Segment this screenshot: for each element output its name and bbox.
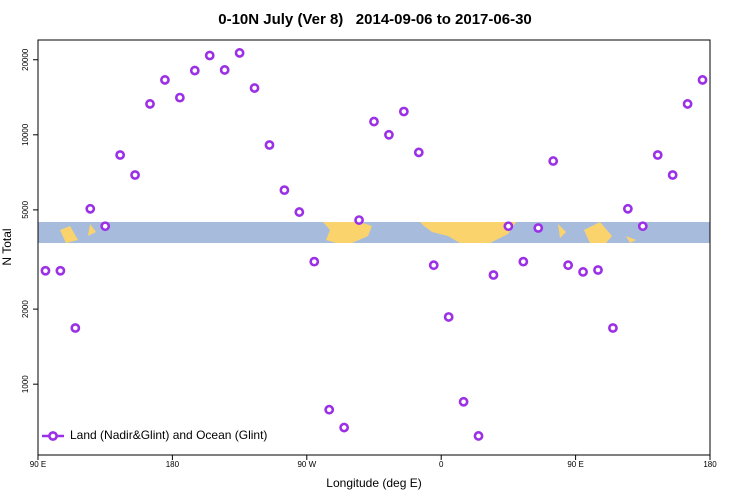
data-point xyxy=(324,404,335,415)
data-point xyxy=(697,75,708,85)
y-tick-label: 10000 xyxy=(21,123,30,146)
data-point xyxy=(608,323,618,333)
data-point xyxy=(593,265,603,275)
data-point xyxy=(189,65,200,76)
data-point xyxy=(145,99,155,109)
x-tick-label: 180 xyxy=(166,460,180,469)
data-point xyxy=(563,260,574,271)
x-tick-label: 90 W xyxy=(297,460,316,469)
data-point xyxy=(503,221,514,232)
x-tick-label: 90 E xyxy=(567,460,583,469)
data-point xyxy=(578,267,588,277)
plot-area xyxy=(38,40,710,455)
data-point xyxy=(40,265,51,276)
x-axis-label: Longitude (deg E) xyxy=(326,476,421,490)
data-point xyxy=(488,270,499,280)
data-point xyxy=(637,221,648,232)
data-point xyxy=(294,207,305,217)
data-point xyxy=(533,223,544,233)
data-point xyxy=(234,48,245,58)
data-point xyxy=(249,83,260,93)
data-point xyxy=(369,116,379,127)
data-point xyxy=(264,140,275,150)
data-point xyxy=(339,422,350,433)
plot-frame xyxy=(37,39,711,456)
data-point xyxy=(55,265,66,276)
x-tick-label: 0 xyxy=(439,460,444,469)
data-point xyxy=(622,203,633,214)
data-point xyxy=(309,256,320,267)
data-point xyxy=(667,170,678,180)
legend-label: Land (Nadir&Glint) and Ocean (Glint) xyxy=(70,428,267,442)
map-strip xyxy=(38,222,710,243)
x-tick-label: 90 E xyxy=(30,460,46,469)
data-point xyxy=(428,260,439,271)
data-point xyxy=(518,256,529,267)
data-point xyxy=(384,129,394,140)
y-tick-label: 2000 xyxy=(21,300,30,318)
data-point xyxy=(204,50,215,61)
data-point xyxy=(354,215,364,225)
data-point xyxy=(473,431,484,441)
data-point xyxy=(413,147,424,158)
data-point xyxy=(130,170,140,180)
chart-title: 0-10N July (Ver 8) 2014-09-06 to 2017-06… xyxy=(218,11,532,28)
y-axis-label: N Total xyxy=(0,228,14,265)
data-point xyxy=(219,65,230,75)
data-point xyxy=(682,99,693,109)
data-point xyxy=(85,203,96,214)
legend-marker xyxy=(48,431,58,441)
y-tick-label: 20000 xyxy=(21,48,30,71)
data-point xyxy=(174,92,185,103)
data-point xyxy=(70,323,81,333)
data-point xyxy=(100,221,111,232)
data-point xyxy=(652,150,663,160)
x-tick-label: 180 xyxy=(703,460,717,469)
y-tick-label: 1000 xyxy=(21,375,30,393)
data-point xyxy=(115,150,126,160)
y-tick-label: 5000 xyxy=(21,200,30,218)
data-point xyxy=(443,312,454,322)
data-point xyxy=(398,106,409,117)
data-point xyxy=(279,185,290,196)
data-point xyxy=(458,396,469,407)
data-point xyxy=(160,75,170,85)
data-point xyxy=(548,156,559,166)
